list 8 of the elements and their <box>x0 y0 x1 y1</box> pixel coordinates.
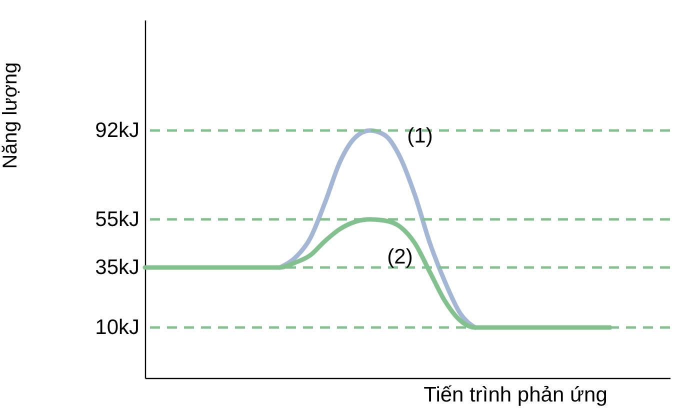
series-label: (2) <box>387 245 413 268</box>
y-tick-label: 35kJ <box>95 256 140 279</box>
y-axis-title: Năng lượng <box>0 62 22 169</box>
y-tick-label: 10kJ <box>95 316 140 340</box>
x-axis-title: Tiến trình phản ứng <box>424 384 608 406</box>
y-tick-label: 92kJ <box>95 119 140 142</box>
y-tick-label: 55kJ <box>95 208 140 231</box>
series-label: (1) <box>407 124 433 148</box>
